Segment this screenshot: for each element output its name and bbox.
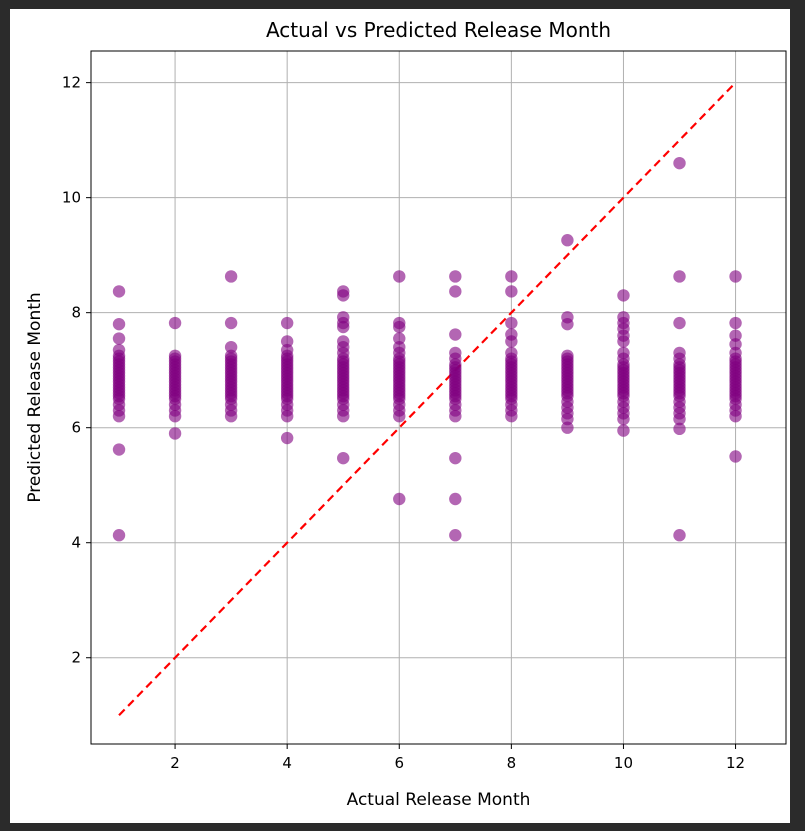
data-point xyxy=(393,270,406,283)
data-point xyxy=(505,270,518,283)
data-point xyxy=(449,285,462,298)
data-point xyxy=(561,311,574,324)
data-point xyxy=(729,270,742,283)
plot-area-border xyxy=(90,50,787,745)
data-point xyxy=(561,234,574,247)
data-point xyxy=(673,529,686,542)
x-tick-label: 2 xyxy=(170,754,180,772)
data-point xyxy=(393,340,406,354)
data-point xyxy=(337,285,350,298)
data-point xyxy=(449,328,462,341)
data-point xyxy=(449,346,462,360)
y-tick-label: 12 xyxy=(62,74,81,92)
data-point xyxy=(729,329,742,342)
data-point xyxy=(729,450,742,463)
data-point xyxy=(617,346,630,360)
data-point xyxy=(112,317,126,331)
data-point xyxy=(729,338,742,351)
data-points xyxy=(112,156,742,542)
data-point xyxy=(729,316,742,330)
data-point xyxy=(168,427,182,440)
data-point xyxy=(505,346,518,360)
data-point xyxy=(112,285,126,298)
data-point xyxy=(280,431,294,445)
x-tick-label: 6 xyxy=(394,754,404,772)
data-point xyxy=(449,529,462,542)
y-tick-label: 2 xyxy=(71,649,81,667)
x-tick-label: 10 xyxy=(614,754,633,772)
data-point xyxy=(617,289,630,302)
data-point xyxy=(280,335,294,348)
data-point xyxy=(673,422,686,436)
data-point xyxy=(168,349,182,363)
data-point xyxy=(393,332,406,345)
data-point xyxy=(505,285,518,298)
y-axis-label: Predicted Release Month xyxy=(25,292,45,502)
data-point xyxy=(449,451,462,465)
x-axis-label: Actual Release Month xyxy=(347,790,531,810)
y-tick-label: 6 xyxy=(71,419,81,437)
data-point xyxy=(561,421,574,434)
scatter-chart: 2 4 6 8 10 12 2 4 6 8 10 12 Actual vs Predicted Rel… xyxy=(25,18,787,810)
data-point xyxy=(673,156,686,170)
data-point xyxy=(224,349,238,363)
data-point xyxy=(729,346,742,360)
y-tick-label: 8 xyxy=(71,304,81,322)
reference-line xyxy=(118,81,737,717)
data-point xyxy=(337,451,350,465)
data-point xyxy=(224,270,238,283)
data-point xyxy=(617,424,630,437)
y-tick-label: 10 xyxy=(62,189,81,207)
data-point xyxy=(673,346,686,360)
data-point xyxy=(112,529,126,542)
data-point xyxy=(224,316,238,330)
data-point xyxy=(224,340,238,354)
x-tick-label: 12 xyxy=(726,754,745,772)
data-point xyxy=(561,349,574,363)
data-point xyxy=(112,332,126,345)
data-point xyxy=(393,492,406,506)
reference-line-layer xyxy=(118,81,737,717)
data-point xyxy=(449,492,462,506)
y-tick-label: 4 xyxy=(71,534,81,552)
data-point xyxy=(112,343,126,357)
data-point xyxy=(673,270,686,283)
data-point xyxy=(337,311,350,324)
chart-title: Actual vs Predicted Release Month xyxy=(266,18,611,42)
data-point xyxy=(505,328,518,341)
x-tick-label: 4 xyxy=(282,754,292,772)
data-point xyxy=(337,335,350,348)
data-point xyxy=(449,270,462,283)
data-point xyxy=(505,316,518,330)
axis-ticks: 2 4 6 8 10 12 2 4 6 8 10 12 xyxy=(62,74,745,772)
data-point xyxy=(673,316,686,330)
data-point xyxy=(280,316,294,330)
x-tick-label: 8 xyxy=(507,754,517,772)
data-point xyxy=(393,316,406,330)
data-point xyxy=(617,311,630,324)
figure-canvas: 2 4 6 8 10 12 2 4 6 8 10 12 Actual vs Predicted Rel… xyxy=(10,9,790,823)
data-point xyxy=(112,443,126,456)
data-point xyxy=(168,316,182,330)
data-point xyxy=(280,343,294,357)
